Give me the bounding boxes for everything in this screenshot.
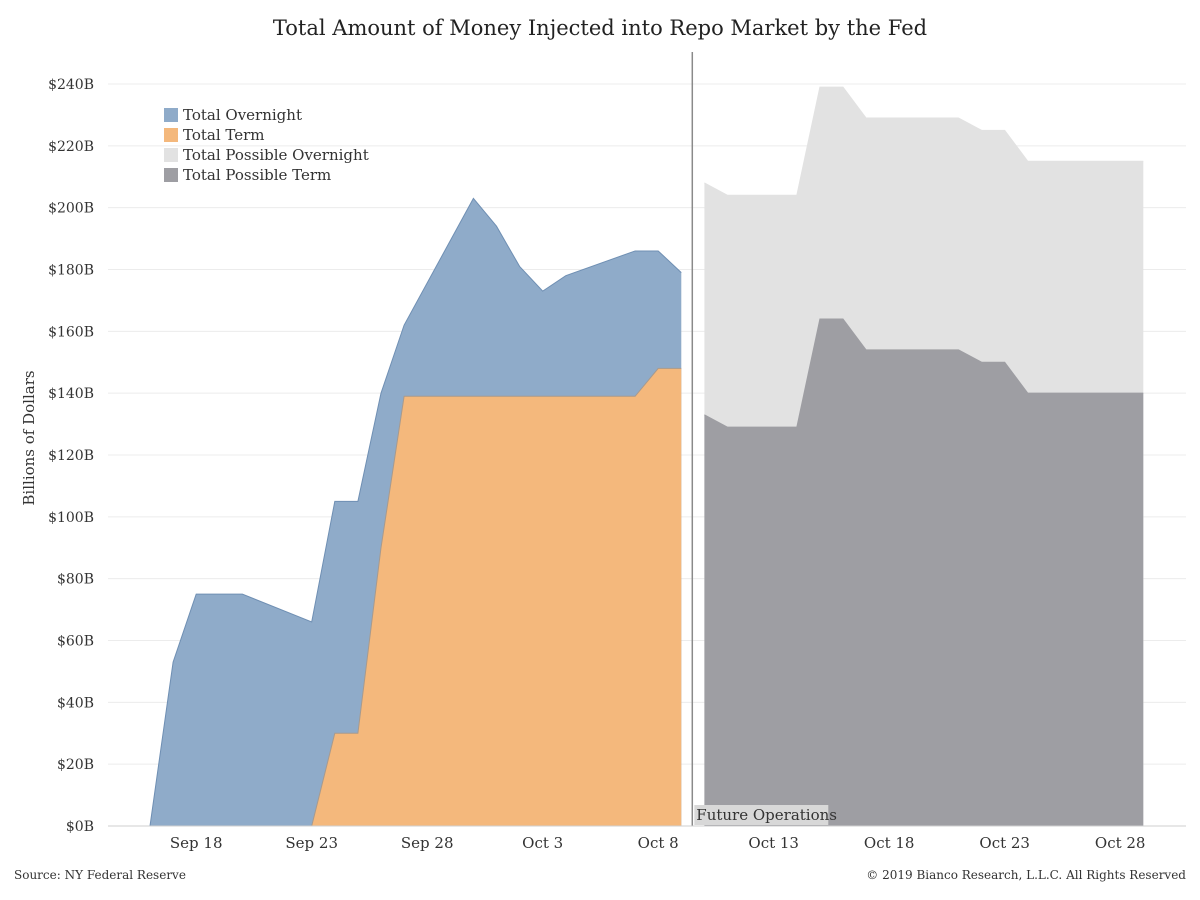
axes: $0B $20B $40B $60B $80B $100B $120B $140B $160B $… [48, 77, 1186, 852]
y-tick-label: $20B [57, 757, 94, 773]
x-tick-label: Oct 13 [748, 834, 799, 852]
future-operations-label: Future Operations [696, 806, 837, 824]
x-tick-label: Oct 28 [1095, 834, 1146, 852]
legend-swatch-total-overnight [164, 108, 178, 122]
area-total-term [311, 368, 682, 826]
y-tick-label: $160B [48, 324, 94, 340]
legend-swatch-total-possible-term [164, 168, 178, 182]
x-tick-label: Oct 18 [864, 834, 915, 852]
y-tick-label: $60B [57, 634, 94, 650]
y-tick-label: $180B [48, 263, 94, 279]
area-series [149, 86, 1144, 827]
y-tick-label: $40B [57, 695, 94, 711]
legend-label-total-term: Total Term [183, 126, 265, 144]
legend: Total Overnight Total Term Total Possible … [164, 106, 369, 184]
y-tick-label: $100B [48, 510, 94, 526]
x-tick-label: Oct 8 [638, 834, 679, 852]
future-divider: Future Operations [691, 52, 837, 826]
legend-label-total-possible-term: Total Possible Term [183, 166, 331, 184]
legend-label-total-overnight: Total Overnight [183, 106, 302, 124]
y-tick-label: $120B [48, 448, 94, 464]
y-tick-label: $140B [48, 386, 94, 402]
x-tick-label: Sep 28 [401, 834, 454, 852]
x-tick-label: Sep 18 [170, 834, 223, 852]
legend-swatch-total-possible-overnight [164, 148, 178, 162]
legend-swatch-total-term [164, 128, 178, 142]
copyright-note: © 2019 Bianco Research, L.L.C. All Right… [866, 868, 1186, 882]
y-tick-label: $80B [57, 572, 94, 588]
y-tick-label: $240B [48, 77, 94, 93]
x-tick-label: Sep 23 [285, 834, 338, 852]
y-tick-label: $200B [48, 201, 94, 217]
area-total-possible-term [704, 318, 1144, 826]
x-tick-label: Oct 23 [979, 834, 1030, 852]
chart-title: Total Amount of Money Injected into Repo… [272, 16, 928, 40]
line-total-possible-term [704, 318, 1144, 428]
y-axis-label: Billions of Dollars [20, 370, 38, 505]
line-total-possible-overnight [704, 86, 1144, 196]
x-tick-label: Oct 3 [522, 834, 563, 852]
future-label-bg [694, 805, 829, 825]
y-tick-label: $220B [48, 139, 94, 155]
legend-label-total-possible-overnight: Total Possible Overnight [183, 146, 369, 164]
line-total-term [311, 367, 682, 827]
y-tick-label: $0B [66, 819, 94, 835]
source-note: Source: NY Federal Reserve [14, 868, 186, 882]
line-total-overnight [149, 197, 682, 827]
